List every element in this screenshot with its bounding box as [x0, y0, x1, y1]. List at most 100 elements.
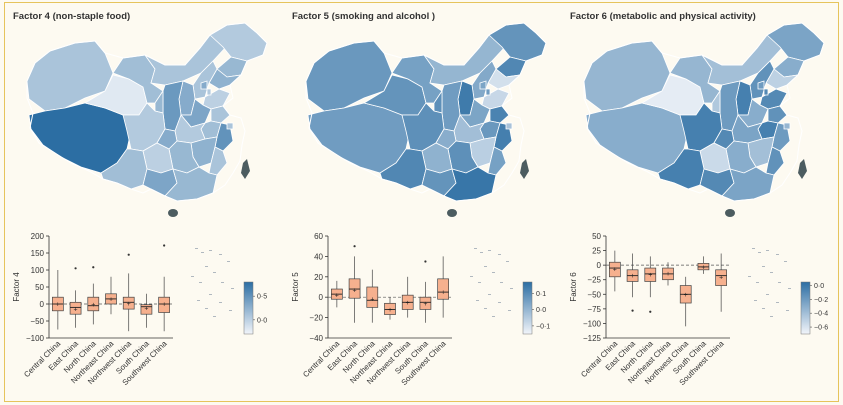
mean-marker: +: [56, 302, 60, 309]
mean-marker: +: [666, 271, 670, 278]
y-tick-label: 60: [314, 232, 323, 241]
south-china-sea-islands: [748, 248, 791, 317]
box-southwest-china: +: [715, 253, 727, 312]
china-map-regions: [26, 22, 268, 202]
province-shanghai: [226, 122, 234, 130]
panel-factor-4: Factor 4 (non-staple food) −100 −50 0 50 100…: [5, 3, 283, 401]
legend-tick-label: −0·6: [814, 325, 828, 332]
box-iqr: [609, 261, 621, 278]
box-north-china: +: [366, 269, 379, 323]
legend-tick-label: −0·4: [814, 311, 828, 318]
y-axis: −40 −20 0 20 40 60: [309, 232, 329, 343]
box-south-china: +: [140, 293, 153, 328]
box-iqr: [69, 301, 82, 315]
box-iqr: [348, 278, 361, 299]
y-tick-label: 0: [597, 261, 602, 270]
province-jiangsu: [210, 105, 231, 124]
box-southwest-china: +: [158, 244, 170, 332]
y-tick-label: −75: [587, 305, 601, 314]
box-northeast-china: +: [384, 297, 396, 320]
mean-marker: +: [127, 301, 131, 308]
box-central-china: +: [609, 250, 621, 292]
mean-marker: +: [162, 302, 166, 309]
color-legend: 0·0 −0·2 −0·4 −0·6: [800, 281, 828, 335]
y-tick-label: −40: [309, 334, 323, 343]
y-tick-label: 50: [592, 232, 601, 241]
mean-marker: +: [613, 267, 617, 274]
color-legend: 0·1 0·0 −0·1: [522, 281, 550, 335]
mean-marker: +: [719, 274, 723, 281]
y-axis-label: Factor 6: [569, 272, 578, 302]
mean-marker: +: [109, 296, 113, 303]
china-map: [26, 22, 268, 217]
y-tick-label: 0: [40, 300, 45, 309]
mean-marker: +: [684, 292, 688, 299]
outlier-point: [353, 245, 356, 248]
taiwan-island: [520, 159, 529, 179]
outlier-point: [163, 244, 166, 247]
y-tick-label: 25: [592, 247, 601, 256]
y-tick-label: −50: [587, 290, 601, 299]
box-southwest-china: +: [437, 256, 449, 318]
box-east-china: +: [69, 267, 82, 328]
y-tick-label: 50: [35, 283, 44, 292]
hainan-island: [447, 209, 457, 217]
panel-title: Factor 6 (metabolic and physical activit…: [570, 11, 756, 22]
province-tibet: [28, 102, 132, 174]
mean-marker: +: [353, 288, 357, 295]
box-iqr: [437, 278, 449, 300]
box-central-china: +: [331, 280, 343, 308]
province-tianjin: [206, 88, 212, 96]
panel-title: Factor 4 (non-staple food): [13, 11, 131, 22]
legend-tick-label: −0·1: [536, 323, 550, 330]
y-tick-label: −25: [587, 276, 601, 285]
province-jiangsu: [489, 105, 510, 124]
mean-marker: +: [406, 300, 410, 307]
province-tianjin: [485, 88, 491, 96]
box-northeast-china: +: [662, 262, 674, 286]
box-central-china: +: [52, 270, 64, 330]
province-shanghai: [783, 122, 791, 130]
legend-tick-label: 0·0: [257, 317, 267, 324]
mean-marker: +: [648, 272, 652, 279]
y-tick-label: 0: [319, 293, 324, 302]
box-northwest-china: +: [122, 253, 135, 332]
taiwan-island: [241, 159, 250, 179]
mean-marker: +: [441, 290, 445, 297]
y-axis-label: Factor 5: [291, 272, 300, 302]
panel-title: Factor 5 (smoking and alcohol ): [292, 11, 436, 22]
color-legend: 0·5 0·0: [243, 281, 267, 335]
legend-gradient-bar: [243, 281, 254, 335]
china-map-regions: [583, 22, 825, 202]
outlier-point: [631, 309, 634, 312]
mean-marker: +: [91, 302, 95, 309]
y-axis: −100 −50 0 50 100 150 200: [26, 232, 50, 343]
box-iqr: [366, 286, 379, 308]
box-iqr: [122, 296, 135, 310]
mean-marker: +: [423, 301, 427, 308]
box-north-china: +: [644, 256, 657, 313]
y-tick-label: −100: [583, 319, 602, 328]
box-iqr: [715, 269, 727, 286]
legend-tick-label: 0·0: [814, 283, 824, 290]
legend-gradient-bar: [800, 281, 811, 335]
box-south-china: +: [697, 256, 710, 274]
legend-tick-label: 0·5: [257, 294, 267, 301]
box-east-china: +: [348, 245, 361, 323]
mean-marker: +: [388, 307, 392, 314]
china-outline: [26, 22, 268, 202]
china-map: [305, 22, 547, 217]
y-axis-label: Factor 4: [12, 272, 21, 302]
outlier-point: [424, 260, 427, 263]
box-iqr: [87, 296, 100, 312]
province-jiangsu: [767, 105, 788, 124]
mean-marker: +: [74, 307, 78, 314]
box-northwest-china: +: [401, 276, 414, 318]
province-tibet: [307, 102, 411, 174]
box-east-china: +: [626, 253, 639, 312]
taiwan-island: [798, 159, 807, 179]
mean-marker: +: [701, 264, 705, 271]
box-iqr: [140, 304, 153, 315]
mean-marker: +: [144, 306, 148, 313]
